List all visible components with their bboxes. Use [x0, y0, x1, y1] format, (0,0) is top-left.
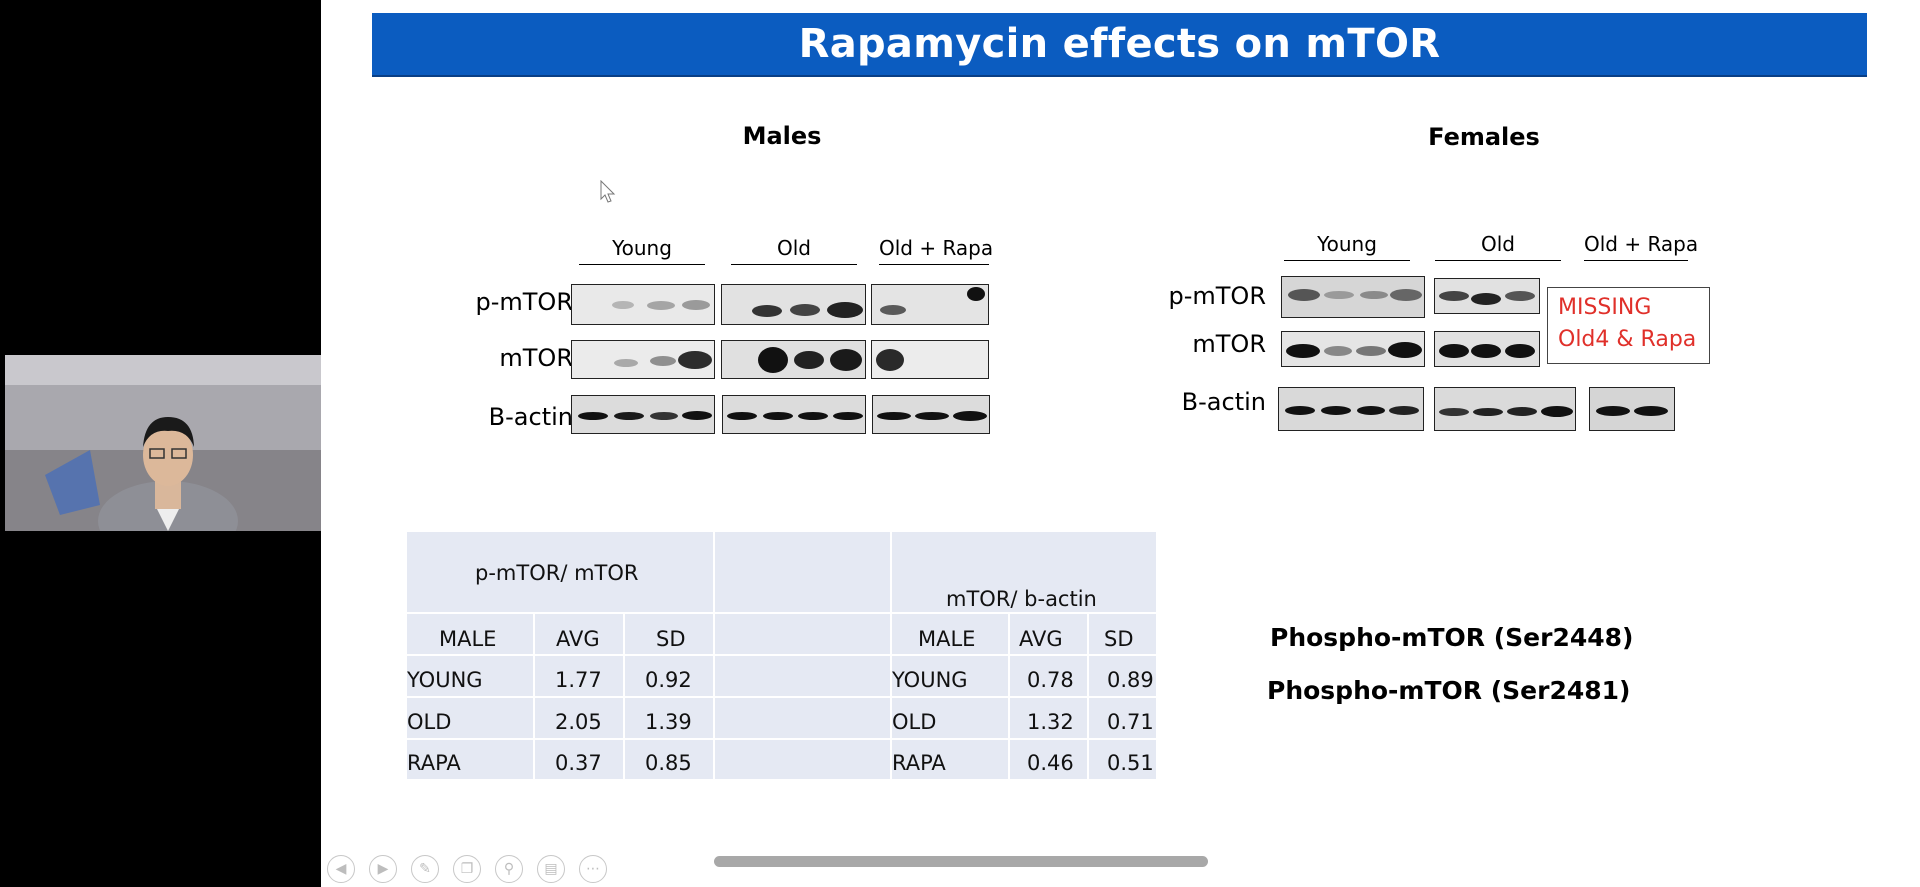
- females-group-old: Old: [1435, 232, 1561, 261]
- left-panel: [0, 0, 321, 887]
- males-mtor-rapa-blot: [871, 340, 989, 379]
- phospho-ser2448: Phospho-mTOR (Ser2448): [1270, 623, 1634, 652]
- females-b-actin-old-blot: [1434, 387, 1576, 431]
- mouse-cursor-icon: [600, 180, 616, 203]
- females-row-mtor: mTOR: [1192, 330, 1266, 358]
- females-group-young: Young: [1284, 232, 1410, 261]
- males-row-mtor: mTOR: [499, 344, 573, 372]
- right-row-old-avg: 1.32: [1027, 710, 1074, 734]
- slideshow-toolbar: ◀ ▶ ✎ ❐ ⚲ ▤ ⋯: [327, 855, 607, 883]
- slide-title: Rapamycin effects on mTOR: [798, 21, 1441, 67]
- missing-note-line2: Old4 & Rapa: [1558, 327, 1697, 352]
- males-group-old-rapa: Old + Rapa: [879, 236, 993, 265]
- missing-note: MISSING Old4 & Rapa: [1547, 287, 1710, 364]
- prev-icon[interactable]: ◀: [327, 855, 355, 883]
- phospho-ser2481: Phospho-mTOR (Ser2481): [1267, 676, 1631, 705]
- left-col-header-avg: AVG: [556, 627, 600, 651]
- copy-icon[interactable]: ❐: [453, 855, 481, 883]
- pen-icon[interactable]: ✎: [411, 855, 439, 883]
- right-row-old-sd: 0.71: [1107, 710, 1154, 734]
- males-b-actin-old-blot: [722, 395, 866, 434]
- males-group-young: Young: [579, 236, 705, 265]
- right-col-header-avg: AVG: [1019, 627, 1063, 651]
- data-table: p-mTOR/ mTOR mTOR/ b-actin MALE AVG SD M…: [407, 532, 1156, 779]
- females-mtor-old-blot: [1434, 331, 1540, 367]
- females-p-mtor-young-blot: [1281, 276, 1425, 318]
- presenter-video: [5, 355, 321, 531]
- males-group-old: Old: [731, 236, 857, 265]
- presenter-image: [5, 355, 321, 531]
- left-row-young-label: YOUNG: [407, 668, 483, 692]
- subtitles-icon[interactable]: ▤: [537, 855, 565, 883]
- right-col-header-sd: SD: [1104, 627, 1134, 651]
- left-col-header-sd: SD: [656, 627, 686, 651]
- next-icon[interactable]: ▶: [369, 855, 397, 883]
- right-col-header-male: MALE: [918, 627, 976, 651]
- males-b-actin-young-blot: [571, 395, 715, 434]
- left-col-header-male: MALE: [439, 627, 497, 651]
- males-p-mtor-rapa-blot: [871, 284, 989, 325]
- males-row-b-actin: B-actin: [488, 403, 573, 431]
- females-mtor-young-blot: [1281, 331, 1425, 367]
- horizontal-scrollbar[interactable]: [714, 856, 1208, 867]
- left-table-header: p-mTOR/ mTOR: [475, 561, 639, 585]
- missing-note-line1: MISSING: [1558, 295, 1652, 320]
- females-p-mtor-old-blot: [1434, 278, 1540, 314]
- left-row-young-sd: 0.92: [645, 668, 692, 692]
- females-title: Females: [1428, 123, 1540, 151]
- right-row-young-avg: 0.78: [1027, 668, 1074, 692]
- left-row-old-avg: 2.05: [555, 710, 602, 734]
- right-row-rapa-avg: 0.46: [1027, 751, 1074, 775]
- males-p-mtor-old-blot: [721, 284, 866, 325]
- left-row-old-sd: 1.39: [645, 710, 692, 734]
- right-row-rapa-label: RAPA: [892, 751, 946, 775]
- right-row-young-label: YOUNG: [892, 668, 968, 692]
- presentation-slide: Rapamycin effects on mTOR Males Females …: [321, 0, 1920, 887]
- females-row-p-mtor: p-mTOR: [1168, 282, 1267, 310]
- left-row-rapa-label: RAPA: [407, 751, 461, 775]
- right-row-old-label: OLD: [892, 710, 937, 734]
- more-icon[interactable]: ⋯: [579, 855, 607, 883]
- right-row-rapa-sd: 0.51: [1107, 751, 1154, 775]
- zoom-icon[interactable]: ⚲: [495, 855, 523, 883]
- left-row-old-label: OLD: [407, 710, 452, 734]
- females-group-old-rapa: Old + Rapa: [1584, 232, 1698, 261]
- left-row-young-avg: 1.77: [555, 668, 602, 692]
- males-mtor-old-blot: [721, 340, 866, 379]
- males-title: Males: [742, 122, 822, 150]
- right-table-header: mTOR/ b-actin: [946, 587, 1097, 611]
- left-row-rapa-sd: 0.85: [645, 751, 692, 775]
- females-b-actin-young-blot: [1278, 387, 1424, 431]
- males-row-p-mtor: p-mTOR: [475, 288, 574, 316]
- males-b-actin-rapa-blot: [872, 395, 990, 434]
- females-row-b-actin: B-actin: [1181, 388, 1266, 416]
- right-row-young-sd: 0.89: [1107, 668, 1154, 692]
- males-mtor-young-blot: [571, 340, 715, 379]
- title-banner: Rapamycin effects on mTOR: [372, 13, 1867, 77]
- males-p-mtor-young-blot: [571, 284, 715, 325]
- females-b-actin-rapa-blot: [1589, 387, 1675, 431]
- left-row-rapa-avg: 0.37: [555, 751, 602, 775]
